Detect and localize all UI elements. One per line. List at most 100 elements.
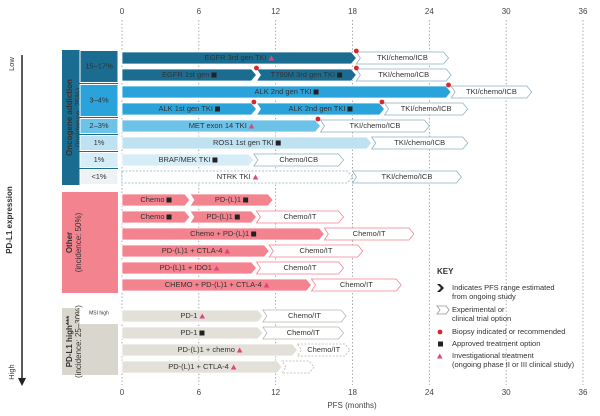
treatment-bar — [296, 343, 351, 357]
group-label: (incidence: 25–30%) — [74, 305, 83, 378]
approved-icon — [234, 214, 240, 220]
treatment-label: Chemo/IT — [287, 328, 320, 337]
treatment-label: TKI/chemo/ICB — [349, 121, 400, 130]
key-outline — [436, 305, 450, 315]
investigational-icon — [224, 248, 230, 254]
treatment-bar — [255, 210, 345, 224]
key-text: Experimental or — [452, 305, 505, 314]
incidence-label: 1% — [94, 155, 105, 164]
treatment-label: PD-(L)1 — [215, 195, 241, 204]
treatment-bar — [121, 153, 255, 167]
treatment-label: TKI/chemo/ICB — [381, 172, 432, 181]
key-text: Approved treatment option — [452, 339, 540, 348]
investigational-icon — [248, 123, 255, 129]
investigational-icon — [230, 364, 237, 370]
treatment-bar — [255, 68, 357, 82]
x-tick-label-top: 30 — [502, 7, 511, 16]
approved-icon — [211, 72, 217, 78]
approved-icon — [212, 157, 218, 163]
treatment-bar — [121, 193, 191, 207]
treatment-label: Chemo/ICB — [279, 155, 318, 164]
axis-title: PD-L1 expression — [5, 186, 14, 254]
treatment-bar — [121, 51, 357, 65]
group-label: PD-L1 high*** — [65, 315, 74, 367]
key-text: Indicates PFS range estimated — [452, 283, 555, 292]
treatment-label: Chemo/IT — [300, 246, 333, 255]
incidence-box — [79, 50, 119, 83]
approved-icon — [243, 197, 249, 203]
x-tick-label-bottom: 18 — [348, 388, 357, 397]
treatment-bar — [121, 261, 257, 275]
treatment-label: TKI/chemo/ICB — [394, 138, 445, 147]
investigational-icon — [268, 55, 275, 61]
x-tick-label-top: 36 — [579, 7, 588, 16]
treatment-label: TKI/chemo/ICB — [378, 70, 429, 79]
treatment-bar — [253, 153, 345, 167]
treatment-bar — [268, 244, 364, 258]
incidence-box — [79, 118, 119, 134]
treatment-label: PD-1 — [180, 311, 197, 320]
incidence-label: 2–3% — [89, 121, 109, 130]
approved-icon — [313, 89, 319, 95]
key-text: clinical trial option — [452, 314, 511, 323]
x-tick-label-bottom: 0 — [120, 388, 125, 397]
incidence-label: 3–4% — [89, 95, 109, 104]
treatment-label: MET exon 14 TKI — [189, 121, 247, 130]
biopsy-dot — [353, 65, 359, 71]
treatment-bar — [355, 51, 450, 65]
treatment-bar — [121, 227, 325, 241]
x-tick-label-bottom: 12 — [271, 388, 280, 397]
treatment-bar — [121, 309, 264, 323]
biopsy-dot — [254, 65, 259, 71]
treatment-bar — [121, 326, 264, 340]
approved-icon — [251, 231, 257, 237]
key-biopsy — [437, 329, 443, 335]
treatment-bar — [121, 170, 354, 184]
axis-low: Low — [7, 57, 16, 71]
approved-icon — [438, 341, 443, 347]
treatment-bar — [121, 244, 270, 258]
treatment-label: PD-(L)1 + chemo — [178, 345, 235, 354]
treatment-label: BRAF/MEK TKI — [158, 155, 210, 164]
incidence-label: <1% — [91, 172, 107, 181]
treatment-label: Chemo/IT — [288, 311, 321, 320]
group-label: (incidence: 25%) — [74, 87, 83, 147]
treatment-label: Chemo/IT — [284, 263, 317, 272]
treatment-label: Chemo — [140, 195, 164, 204]
approved-icon — [337, 72, 343, 78]
treatment-label: PD-(L)1 + CTLA-4 — [162, 246, 223, 255]
key-text: Biopsy indicated or recommended — [452, 327, 565, 336]
treatment-label: PD-(L)1 + CTLA-4 — [168, 362, 229, 371]
axis-high: High — [7, 364, 16, 379]
x-tick-label-top: 6 — [197, 7, 202, 16]
treatment-bar — [310, 278, 402, 292]
treatment-label: Chemo — [140, 212, 164, 221]
incidence-box — [79, 308, 119, 324]
treatment-label: ALK 2nd gen TKI — [255, 87, 312, 96]
treatment-label: ALK 1st gen TKI — [158, 104, 212, 113]
biopsy-dot — [379, 99, 385, 105]
treatment-bar — [189, 193, 274, 207]
treatment-label: T790M 3rd gen TKI — [271, 70, 335, 79]
x-tick-label-bottom: 24 — [425, 388, 434, 397]
biopsy-dot — [446, 82, 451, 88]
treatment-label: TKI/chemo/ICB — [377, 53, 428, 62]
x-tick-label-top: 0 — [120, 7, 125, 16]
treatment-bar — [355, 68, 452, 82]
investigational-icon — [263, 282, 270, 288]
group-label: (incidence: 50%) — [74, 212, 83, 272]
biopsy-dot — [315, 116, 321, 122]
x-tick-label-top: 12 — [271, 7, 280, 16]
group-label: Other — [65, 232, 74, 253]
treatment-bar — [351, 170, 462, 184]
treatment-label: TKI/chemo/ICB — [466, 87, 517, 96]
x-tick-label-bottom: 30 — [502, 388, 511, 397]
treatment-label: NTRK TKI — [217, 172, 251, 181]
key-text: Investigational treatment — [452, 351, 535, 360]
treatment-label: EGFR 3rd gen TKI — [205, 53, 267, 62]
investigational-icon — [213, 265, 220, 271]
treatment-bar — [262, 326, 345, 340]
investigational-icon — [437, 353, 443, 359]
treatment-label: PD-1 — [180, 328, 197, 337]
